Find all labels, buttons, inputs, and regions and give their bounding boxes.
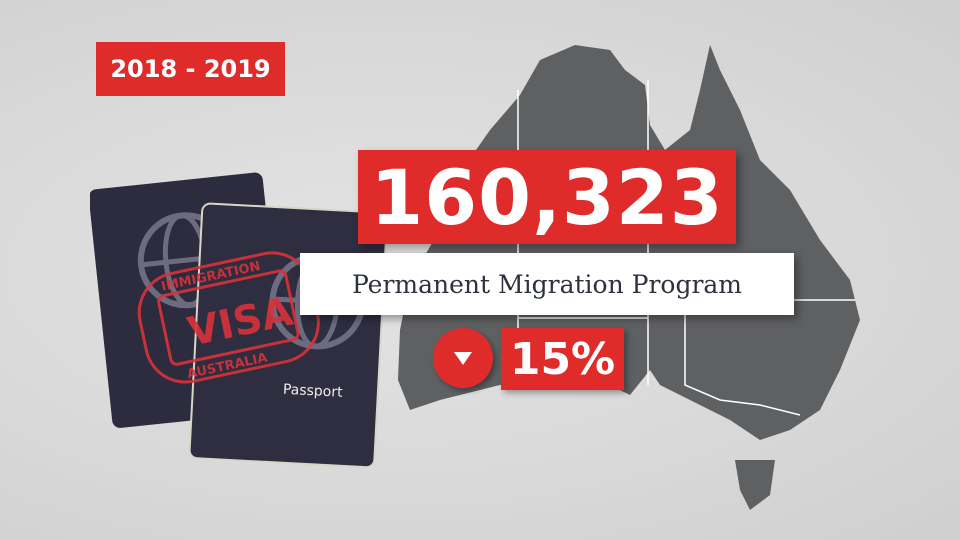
passports-image: Passport IMMIGRATION VISA AUSTRALIA [90,172,388,469]
period-badge: 2018 - 2019 [96,42,285,96]
change-indicator [433,328,493,388]
triangle-down-icon [454,351,472,365]
headline-label: Permanent Migration Program [300,253,794,315]
passport-cover-text: Passport [282,382,343,401]
tasmania [735,460,775,510]
headline-number: 160,323 [358,150,736,244]
change-percentage: 15% [501,328,624,390]
